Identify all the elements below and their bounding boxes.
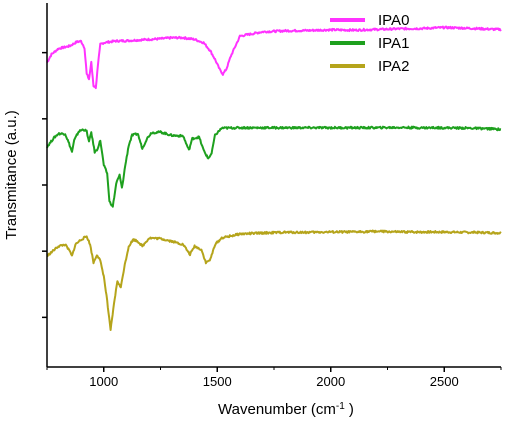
legend-label-IPA0: IPA0	[378, 12, 409, 29]
y-axis-title: Transmitance (a.u.)	[3, 110, 20, 240]
x-axis-title-main: Wavenumber (cm	[218, 401, 336, 418]
series-layer	[46, 25, 502, 331]
x-tick-label: 2000	[316, 374, 345, 389]
series-line-IPA2	[46, 229, 502, 331]
x-axis-title-sup: -1	[336, 401, 345, 412]
x-tick-label: 1000	[89, 374, 118, 389]
axes-layer: 1000 1500 2000 2500	[42, 3, 502, 389]
legend-label-IPA1: IPA1	[378, 35, 409, 52]
x-axis-title: Wavenumber (cm-1 )	[218, 401, 354, 419]
legend: IPA0 IPA1 IPA2	[330, 12, 409, 75]
series-line-IPA1	[46, 125, 502, 208]
x-tick-label: 2500	[430, 374, 459, 389]
legend-label-IPA2: IPA2	[378, 58, 409, 75]
x-tick-label: 1500	[203, 374, 232, 389]
x-axis-title-tail: )	[345, 401, 354, 418]
series-line-IPA0	[46, 25, 502, 90]
